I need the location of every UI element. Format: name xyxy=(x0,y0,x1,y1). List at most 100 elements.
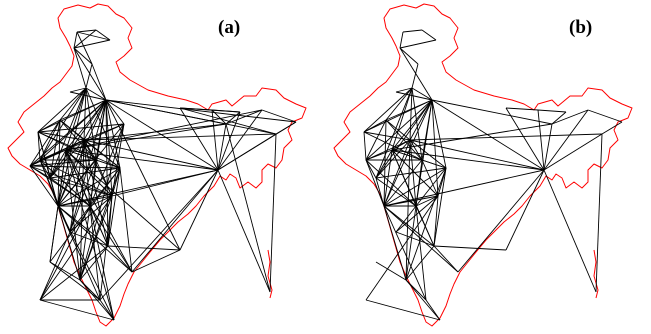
network-edge xyxy=(363,99,433,133)
network-edge xyxy=(85,87,107,101)
network-edge xyxy=(131,249,181,273)
network-edge xyxy=(39,159,113,197)
network-edge xyxy=(391,149,545,171)
network-edge xyxy=(83,123,125,141)
network-edge xyxy=(375,87,413,179)
network-edge xyxy=(383,149,393,207)
network-edge xyxy=(69,195,113,233)
network-edge xyxy=(69,91,107,101)
network-edge xyxy=(391,99,433,151)
network-edge xyxy=(89,123,125,207)
network-edge xyxy=(49,119,61,179)
network-edge xyxy=(457,169,545,273)
network-edge xyxy=(83,87,87,141)
network-edge xyxy=(261,109,297,123)
network-edge xyxy=(91,63,107,101)
network-edge xyxy=(73,47,107,101)
network-edge xyxy=(537,109,545,171)
network-edge xyxy=(431,99,553,125)
network-edge xyxy=(395,231,435,247)
network-edge xyxy=(383,205,459,273)
network-edge xyxy=(65,109,263,151)
network-edge xyxy=(95,159,121,169)
network-edge xyxy=(29,165,59,207)
network-edge xyxy=(433,245,507,251)
network-edge xyxy=(79,245,109,281)
network-edge xyxy=(395,87,413,93)
network-edge xyxy=(411,87,423,161)
network-edge xyxy=(543,123,553,171)
network-edge xyxy=(409,133,603,141)
network-edge xyxy=(69,87,87,93)
network-edge xyxy=(59,119,121,169)
network-edge xyxy=(587,109,623,123)
network-edge xyxy=(105,99,297,123)
india-network-map-a: (a) xyxy=(7,3,307,327)
network-edge xyxy=(211,109,241,113)
network-edge xyxy=(83,139,219,171)
network-edge xyxy=(375,261,407,281)
network-edge xyxy=(49,139,85,179)
network-edge xyxy=(83,123,227,141)
network-edge xyxy=(399,47,419,65)
network-edge xyxy=(57,205,81,281)
network-edge xyxy=(383,205,427,301)
network-edge xyxy=(217,169,271,293)
network-edge xyxy=(383,169,545,207)
network-edge xyxy=(421,159,447,169)
network-edge xyxy=(73,31,78,49)
network-edge xyxy=(105,99,219,171)
network-edge xyxy=(76,29,97,33)
network-edge xyxy=(29,119,61,167)
network-edge xyxy=(391,87,413,151)
network-edge xyxy=(405,279,441,321)
network-edge xyxy=(57,167,121,207)
network-edge xyxy=(37,123,125,133)
network-edge xyxy=(65,149,219,171)
network-edge xyxy=(73,29,97,49)
india-border-outline xyxy=(7,3,307,327)
network-edge xyxy=(399,39,437,49)
network-edge xyxy=(89,195,113,207)
network-edge xyxy=(433,245,459,273)
network-edge xyxy=(415,167,447,207)
network-edge xyxy=(105,99,277,135)
network-edge xyxy=(179,107,219,171)
network-edge xyxy=(69,99,107,233)
network-edge xyxy=(365,139,411,161)
network-edge xyxy=(505,107,539,111)
network-edge xyxy=(69,231,109,247)
network-edge xyxy=(383,119,387,207)
network-edges xyxy=(29,29,297,321)
network-edge xyxy=(217,109,263,171)
network-edge xyxy=(431,99,545,171)
network-edge xyxy=(211,109,227,125)
network-edge xyxy=(89,205,101,301)
network-edge xyxy=(37,119,61,133)
network-edge xyxy=(29,165,113,197)
network-edge xyxy=(65,99,107,151)
network-edge xyxy=(79,195,113,281)
network-edge xyxy=(39,299,115,321)
network-edge xyxy=(383,205,435,247)
network-edge xyxy=(79,123,125,281)
network-edge xyxy=(505,169,545,251)
network-edge xyxy=(37,131,41,161)
network-edge xyxy=(65,149,181,251)
network-edge xyxy=(73,47,87,89)
network-edge xyxy=(505,107,545,171)
network-edge xyxy=(37,99,107,133)
network-edge xyxy=(179,169,219,251)
network-edge xyxy=(85,87,121,169)
network-edge xyxy=(57,205,133,273)
network-edge xyxy=(595,133,603,293)
network-edge xyxy=(107,167,121,247)
network-edge xyxy=(411,87,433,101)
map-panel-b: (b) xyxy=(326,0,651,334)
network-edge xyxy=(37,87,87,133)
network-edge xyxy=(383,205,407,281)
india-network-map-b: (b) xyxy=(333,3,633,327)
network-edge xyxy=(395,195,439,233)
network-edge xyxy=(76,31,111,41)
network-edge xyxy=(402,29,423,33)
